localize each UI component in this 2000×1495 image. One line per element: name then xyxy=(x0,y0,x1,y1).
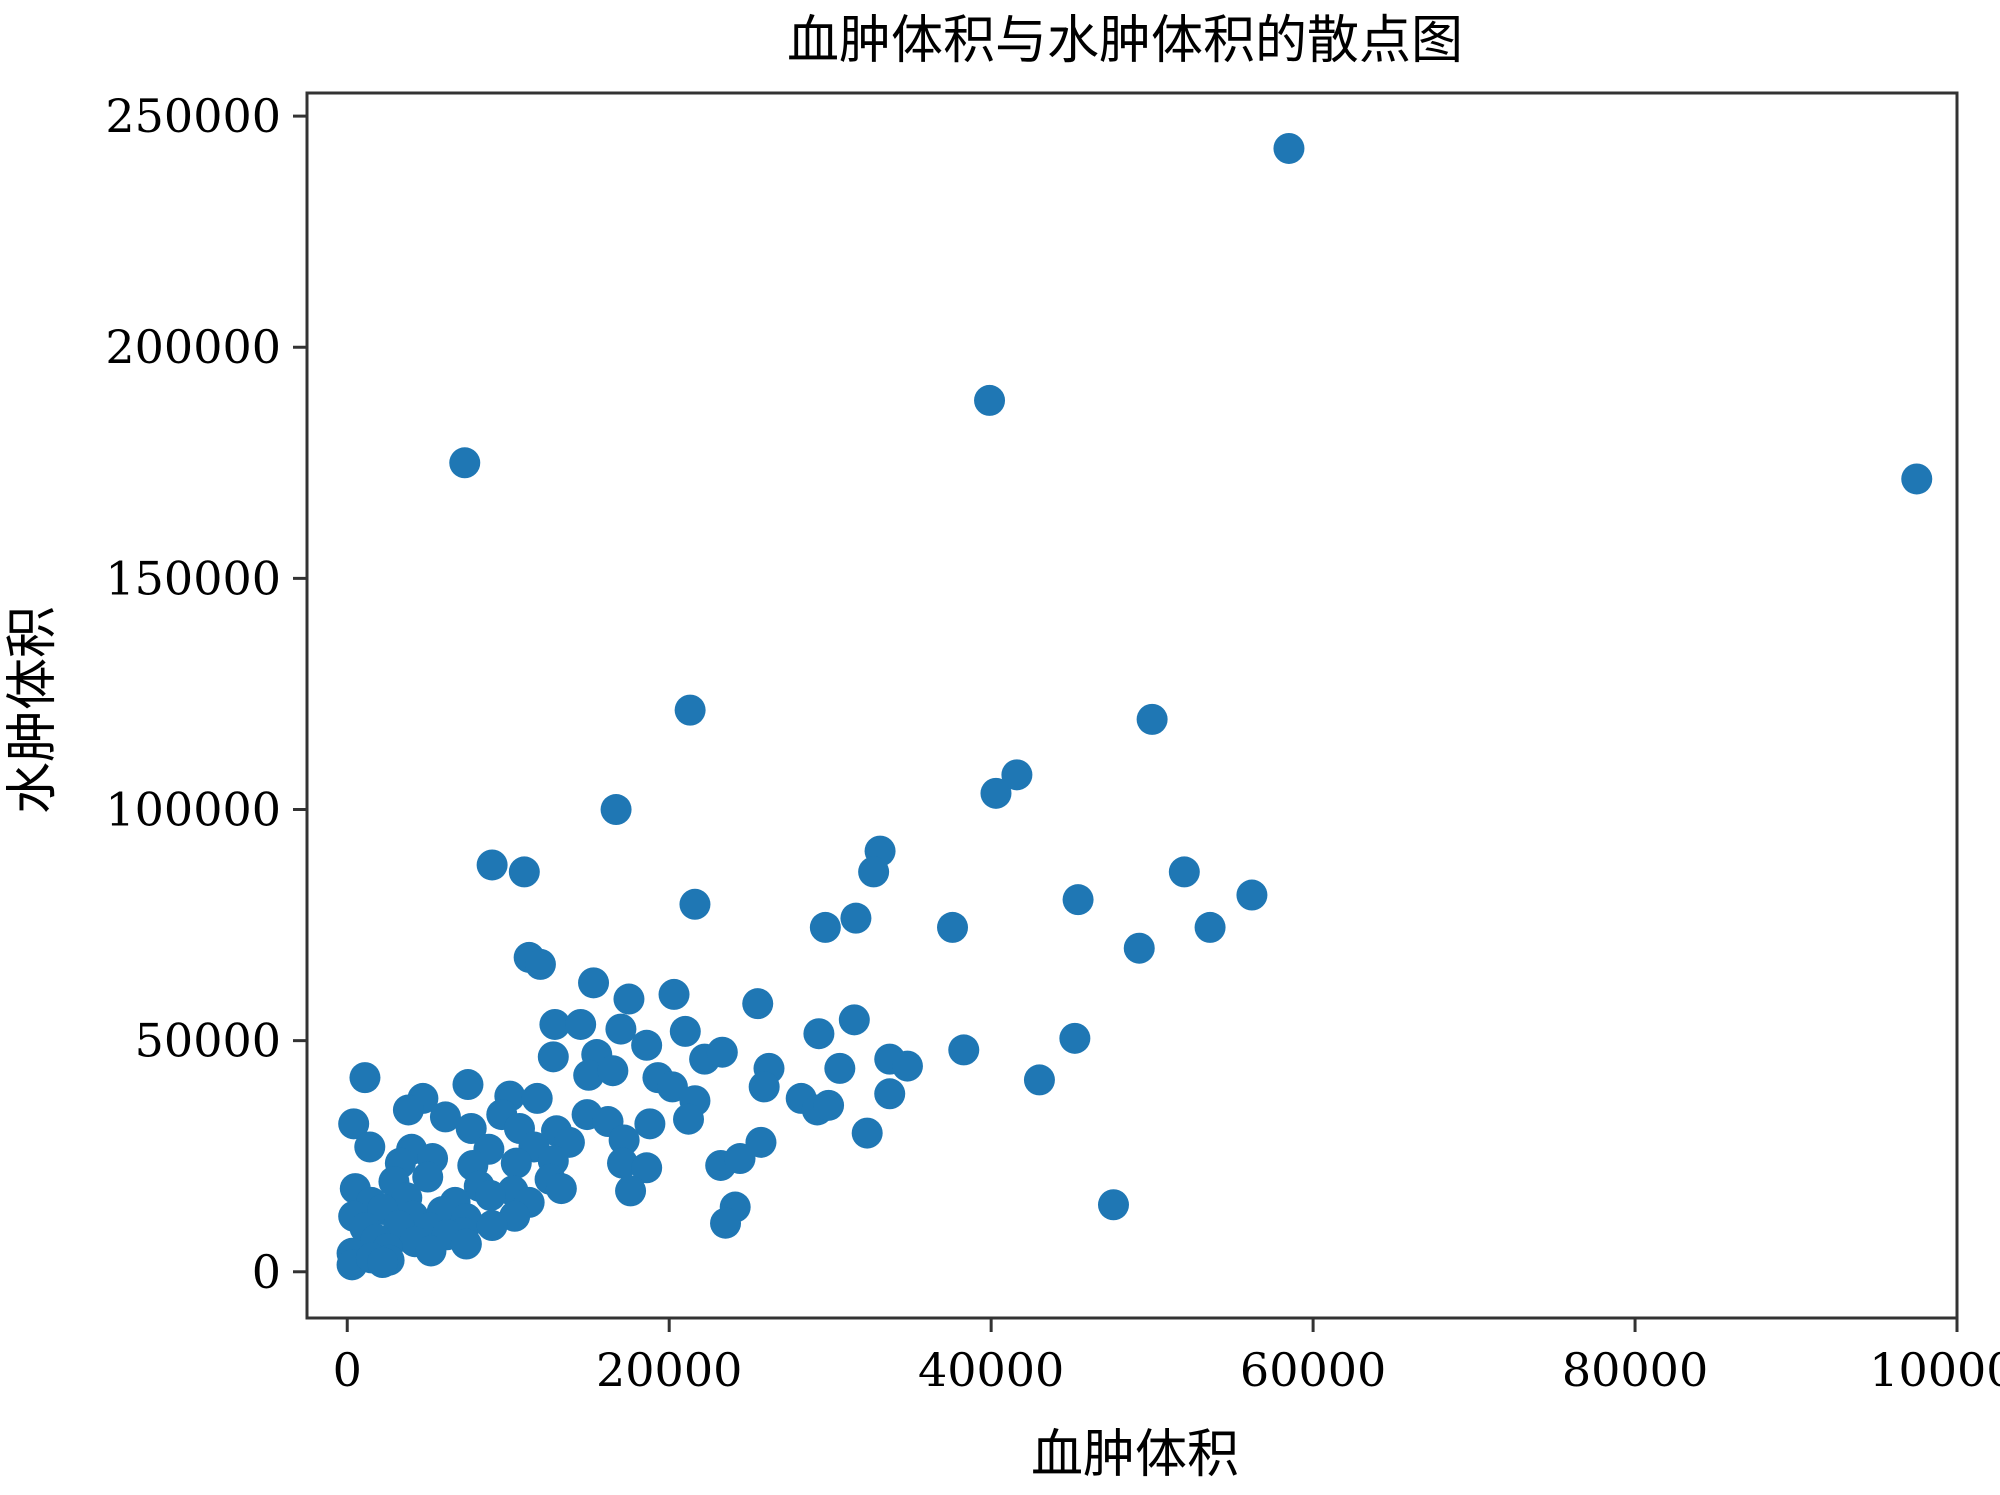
scatter-point xyxy=(1168,856,1200,888)
y-tick-label: 200000 xyxy=(105,320,281,374)
scatter-point xyxy=(809,911,841,943)
x-tick-label: 60000 xyxy=(1240,1343,1386,1397)
scatter-point xyxy=(475,1180,507,1211)
scatter-point xyxy=(948,1034,980,1066)
scatter-point xyxy=(392,1094,424,1126)
y-tick-label: 50000 xyxy=(135,1014,281,1068)
scatter-point xyxy=(656,1071,688,1103)
scatter-point xyxy=(521,1082,553,1114)
scatter-point xyxy=(706,1036,738,1068)
scatter-point xyxy=(631,1029,663,1061)
scatter-point xyxy=(838,1004,870,1036)
scatter-point xyxy=(679,888,711,920)
scatter-point xyxy=(669,1015,701,1047)
plot-frame xyxy=(305,91,1959,1320)
scatter-point xyxy=(476,1210,508,1242)
x-axis-label: 血肿体积 xyxy=(1031,1425,1239,1485)
scatter-point xyxy=(367,1247,399,1279)
scatter-point xyxy=(455,1112,487,1144)
y-tick-label: 100000 xyxy=(105,783,281,837)
scatter-point xyxy=(1136,703,1168,735)
scatter-point xyxy=(631,1152,663,1184)
scatter-point xyxy=(974,384,1006,416)
scatter-point xyxy=(354,1131,386,1163)
scatter-point xyxy=(412,1161,444,1193)
y-tick-label: 250000 xyxy=(105,89,281,143)
scatter-point xyxy=(742,988,774,1020)
scatter-point xyxy=(449,447,481,479)
chart-title: 血肿体积与水肿体积的散点图 xyxy=(787,11,1463,71)
y-axis: 0 50000 100000 150000 200000 250000 xyxy=(105,89,307,1299)
scatter-point xyxy=(748,1071,780,1103)
scatter-point xyxy=(429,1101,461,1133)
scatter-point xyxy=(937,911,969,943)
scatter-point xyxy=(524,948,556,980)
x-tick-label: 40000 xyxy=(918,1343,1064,1397)
scatter-point xyxy=(673,1103,705,1135)
scatter-point xyxy=(578,967,610,999)
scatter-point xyxy=(450,1228,482,1260)
scatter-point xyxy=(508,856,540,888)
scatter-point xyxy=(1273,132,1305,164)
scatter-point xyxy=(338,1108,370,1140)
scatter-point xyxy=(615,1175,647,1207)
scatter-point xyxy=(658,978,690,1010)
scatter-point xyxy=(824,1052,856,1084)
y-axis-label: 水肿体积 xyxy=(3,606,63,814)
scatter-point xyxy=(1097,1189,1129,1221)
scatter-point xyxy=(980,777,1012,809)
scatter-point xyxy=(745,1126,777,1158)
scatter-point xyxy=(605,1013,637,1045)
y-tick-label: 0 xyxy=(252,1245,281,1299)
scatter-point xyxy=(1001,759,1033,791)
x-axis: 0 20000 40000 60000 80000 100000 xyxy=(333,1318,2000,1397)
scatter-point xyxy=(537,1041,569,1073)
scatter-point xyxy=(600,794,632,826)
scatter-point xyxy=(500,1147,532,1179)
scatter-point xyxy=(545,1173,577,1205)
scatter-point xyxy=(813,1089,845,1121)
scatter-point xyxy=(803,1018,835,1050)
scatter-point xyxy=(415,1235,447,1267)
scatter-point xyxy=(573,1059,605,1091)
scatter-point xyxy=(1023,1064,1055,1096)
scatter-point xyxy=(597,1055,629,1087)
scatter-point xyxy=(891,1050,923,1082)
scatter-point xyxy=(1194,911,1226,943)
scatter-point xyxy=(710,1207,742,1239)
scatter-point xyxy=(724,1143,756,1175)
x-tick-label: 80000 xyxy=(1562,1343,1708,1397)
scatter-point xyxy=(613,983,645,1015)
scatter-point xyxy=(674,694,706,726)
scatter-point xyxy=(608,1124,640,1156)
scatter-point xyxy=(565,1008,597,1040)
scatter-point xyxy=(349,1062,381,1094)
scatter-point xyxy=(1059,1022,1091,1054)
scatter-point xyxy=(840,902,872,934)
scatter-point xyxy=(607,1147,639,1179)
scatter-point xyxy=(539,1008,571,1040)
x-tick-label: 0 xyxy=(333,1343,362,1397)
scatter-point xyxy=(874,1078,906,1110)
x-tick-label: 100000 xyxy=(1869,1343,2000,1397)
scatter-point xyxy=(1901,463,1933,495)
data-points xyxy=(336,132,1933,1281)
x-tick-label: 20000 xyxy=(596,1343,742,1397)
scatter-point xyxy=(1062,884,1094,916)
scatter-point xyxy=(1236,879,1268,911)
scatter-point xyxy=(476,849,508,881)
scatter-point xyxy=(858,856,890,888)
scatter-point xyxy=(1123,932,1155,964)
scatter-point xyxy=(634,1108,666,1140)
y-tick-label: 150000 xyxy=(105,551,281,605)
scatter-point xyxy=(452,1069,484,1101)
scatter-point xyxy=(851,1117,883,1149)
